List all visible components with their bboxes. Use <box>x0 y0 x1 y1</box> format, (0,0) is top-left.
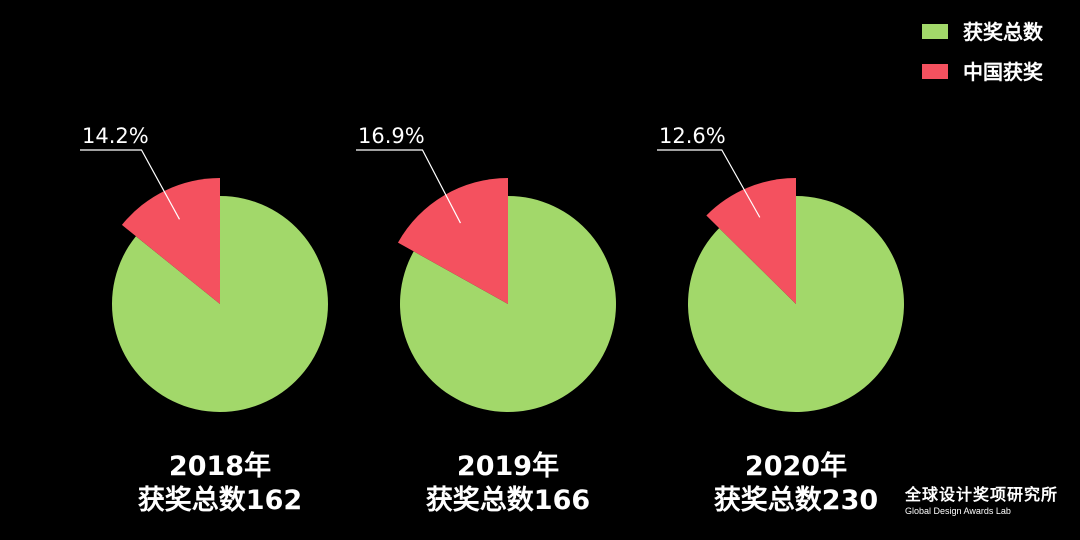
caption-total: 获奖总数166 <box>425 485 591 516</box>
legend-swatch-total <box>922 24 948 39</box>
brand-name-cn: 全球设计奖项研究所 <box>905 485 1059 504</box>
legend: 获奖总数 中国获奖 <box>922 20 1044 84</box>
legend-swatch-china <box>922 64 948 79</box>
caption-2019: 2019年 获奖总数166 <box>378 450 638 518</box>
brand-name-en: Global Design Awards Lab <box>905 506 1011 516</box>
caption-year: 2019年 <box>456 451 560 482</box>
caption-2018: 2018年 获奖总数162 <box>90 450 350 518</box>
caption-year: 2018年 <box>168 451 272 482</box>
percent-label: 12.6% <box>659 124 726 148</box>
pies-group: 14.2% 16.9% 12.6% <box>80 124 904 413</box>
leader-line <box>80 149 181 220</box>
pie-slice-china <box>397 178 508 304</box>
caption-total: 获奖总数230 <box>713 485 879 516</box>
leader-line <box>657 149 761 218</box>
caption-total: 获奖总数162 <box>137 485 303 516</box>
brand-logo: 全球设计奖项研究所 Global Design Awards Lab <box>905 485 1075 517</box>
legend-label-china: 中国获奖 <box>963 60 1044 84</box>
leader-line <box>356 149 462 224</box>
pie-slice-china <box>121 178 220 304</box>
percent-label: 14.2% <box>82 124 149 148</box>
caption-year: 2020年 <box>744 451 848 482</box>
legend-label-total: 获奖总数 <box>963 20 1044 44</box>
percent-label: 16.9% <box>358 124 425 148</box>
caption-2020: 2020年 获奖总数230 <box>666 450 926 518</box>
pie-slice-china <box>706 178 796 304</box>
